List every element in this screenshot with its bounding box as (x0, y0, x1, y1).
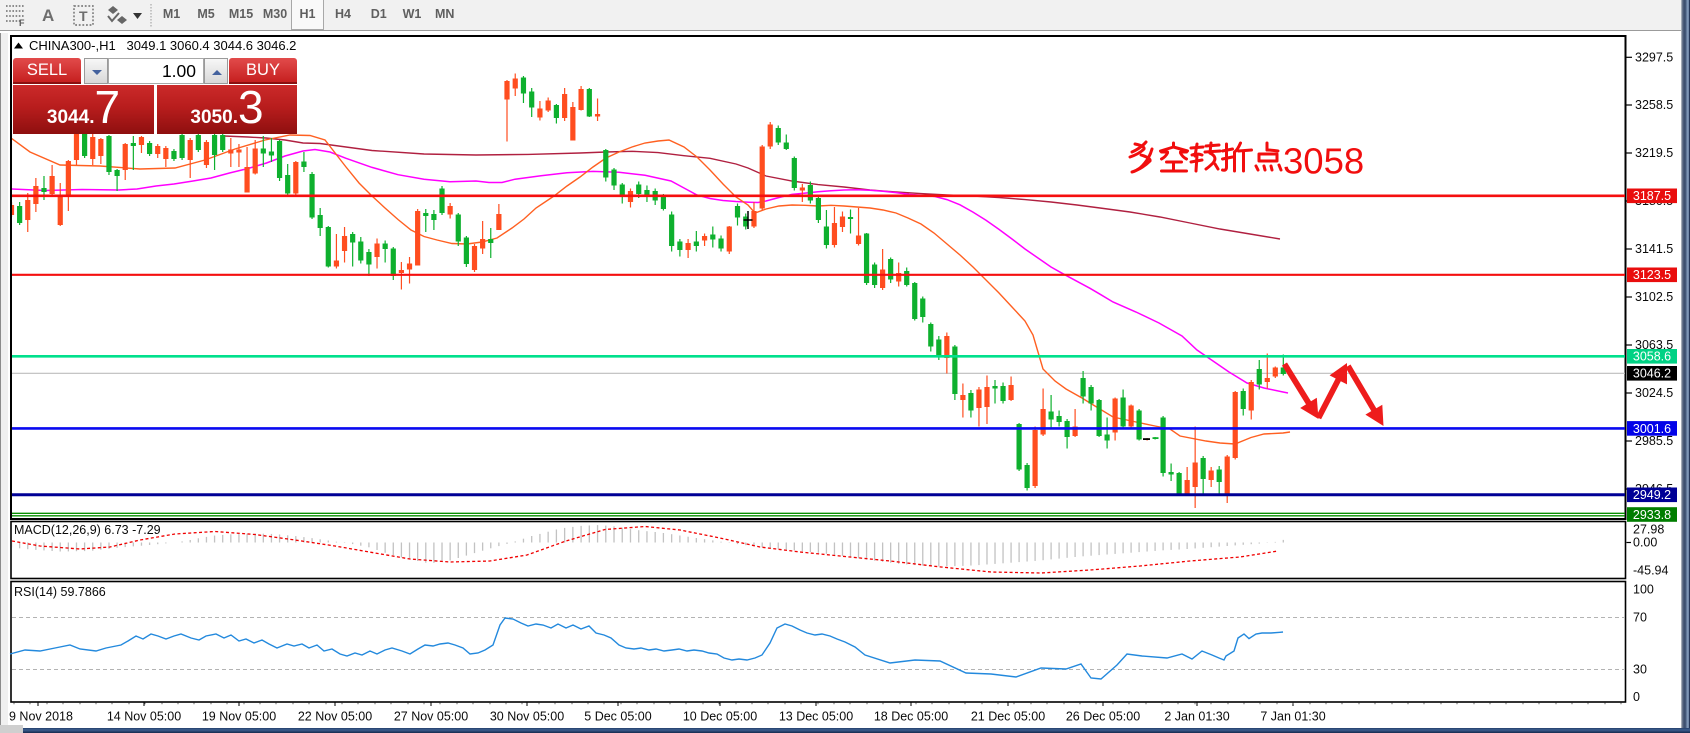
svg-text:100: 100 (1633, 583, 1654, 597)
svg-text:F: F (19, 18, 25, 28)
svg-text:A: A (42, 6, 54, 25)
svg-text:22 Nov 05:00: 22 Nov 05:00 (298, 710, 372, 724)
svg-text:3258.5: 3258.5 (1635, 98, 1673, 112)
svg-text:3058.6: 3058.6 (1633, 350, 1671, 364)
svg-text:3102.5: 3102.5 (1635, 290, 1673, 304)
svg-text:CHINA300-,H1 3049.1 3060.4 3: CHINA300-,H1 3049.1 3060.4 3044.6 3046.2 (29, 38, 296, 53)
svg-text:3063.5: 3063.5 (1635, 338, 1673, 352)
svg-text:2933.8: 2933.8 (1633, 508, 1671, 522)
svg-text:7 Jan 01:30: 7 Jan 01:30 (1260, 710, 1325, 724)
svg-text:2985.5: 2985.5 (1635, 434, 1673, 448)
svg-text:3024.5: 3024.5 (1635, 386, 1673, 400)
svg-text:27.98: 27.98 (1633, 523, 1664, 537)
svg-text:26 Dec 05:00: 26 Dec 05:00 (1066, 710, 1140, 724)
svg-text:0: 0 (1633, 690, 1640, 704)
svg-text:70: 70 (1633, 611, 1647, 625)
svg-text:14 Nov 05:00: 14 Nov 05:00 (107, 710, 181, 724)
svg-text:30 Nov 05:00: 30 Nov 05:00 (490, 710, 564, 724)
svg-text:30: 30 (1633, 663, 1647, 677)
svg-text:T: T (79, 8, 88, 24)
svg-text:3297.5: 3297.5 (1635, 51, 1673, 65)
svg-text:5 Dec 05:00: 5 Dec 05:00 (584, 710, 651, 724)
svg-text:21 Dec 05:00: 21 Dec 05:00 (971, 710, 1045, 724)
svg-text:3058: 3058 (1283, 141, 1364, 182)
svg-text:2 Jan 01:30: 2 Jan 01:30 (1164, 710, 1229, 724)
svg-text:18 Dec 05:00: 18 Dec 05:00 (874, 710, 948, 724)
svg-text:3001.6: 3001.6 (1633, 422, 1671, 436)
svg-text:3123.5: 3123.5 (1633, 268, 1671, 282)
svg-text:10 Dec 05:00: 10 Dec 05:00 (683, 710, 757, 724)
svg-text:2949.2: 2949.2 (1633, 488, 1671, 502)
svg-text:13 Dec 05:00: 13 Dec 05:00 (779, 710, 853, 724)
svg-text:9 Nov 2018: 9 Nov 2018 (9, 710, 73, 724)
svg-text:27 Nov 05:00: 27 Nov 05:00 (394, 710, 468, 724)
svg-text:3187.5: 3187.5 (1633, 189, 1671, 203)
svg-text:0.00: 0.00 (1633, 536, 1657, 550)
svg-text:RSI(14) 59.7866: RSI(14) 59.7866 (14, 585, 106, 599)
svg-text:3219.5: 3219.5 (1635, 146, 1673, 160)
svg-text:3046.2: 3046.2 (1633, 367, 1671, 381)
svg-text:3141.5: 3141.5 (1635, 242, 1673, 256)
svg-text:-45.94: -45.94 (1633, 564, 1668, 578)
svg-text:19 Nov 05:00: 19 Nov 05:00 (202, 710, 276, 724)
svg-text:MACD(12,26,9) 6.73 -7.29: MACD(12,26,9) 6.73 -7.29 (14, 523, 161, 537)
